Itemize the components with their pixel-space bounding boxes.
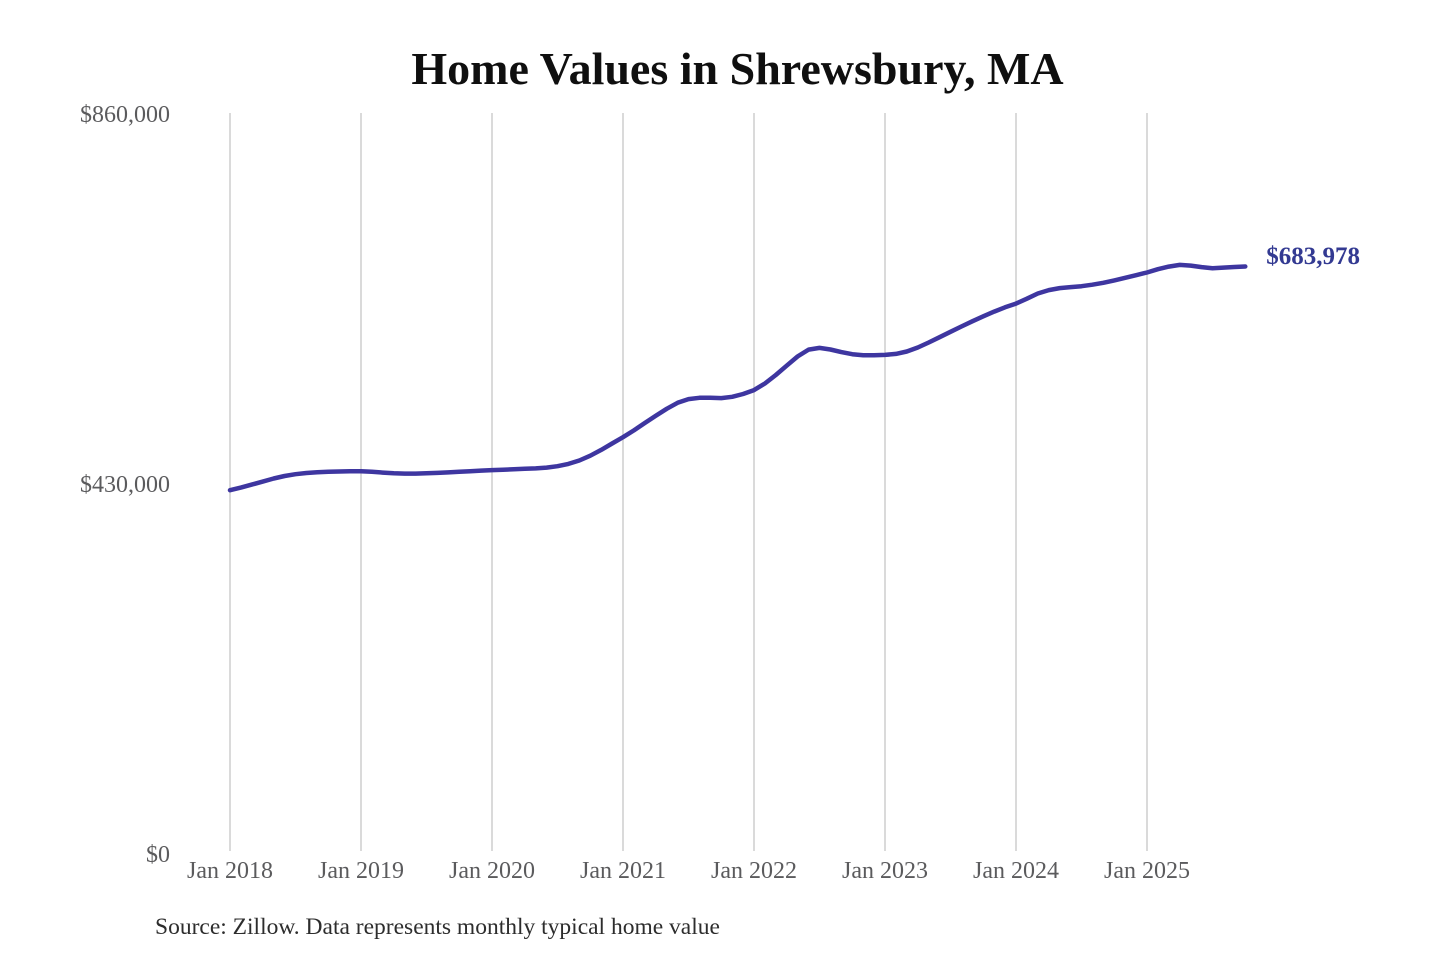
x-tick-label: Jan 2022: [711, 858, 797, 884]
current-value-label: $683,978: [1266, 243, 1360, 271]
x-tick-label: Jan 2020: [449, 858, 535, 884]
y-tick-label: $430,000: [80, 472, 170, 498]
chart-title: Home Values in Shrewsbury, MA: [411, 43, 1064, 94]
x-tick-label: Jan 2021: [580, 858, 666, 884]
y-tick-label: $860,000: [80, 102, 170, 128]
vertical-gridlines: [229, 113, 1148, 851]
x-tick-label: Jan 2019: [318, 858, 404, 884]
source-note: Source: Zillow. Data represents monthly …: [155, 914, 720, 940]
x-tick-label: Jan 2018: [187, 858, 273, 884]
home-value-line: [227, 262, 1248, 493]
y-tick-label: $0: [146, 842, 170, 868]
x-tick-label: Jan 2025: [1104, 858, 1190, 884]
x-tick-label: Jan 2024: [973, 858, 1059, 884]
x-tick-label: Jan 2023: [842, 858, 928, 884]
